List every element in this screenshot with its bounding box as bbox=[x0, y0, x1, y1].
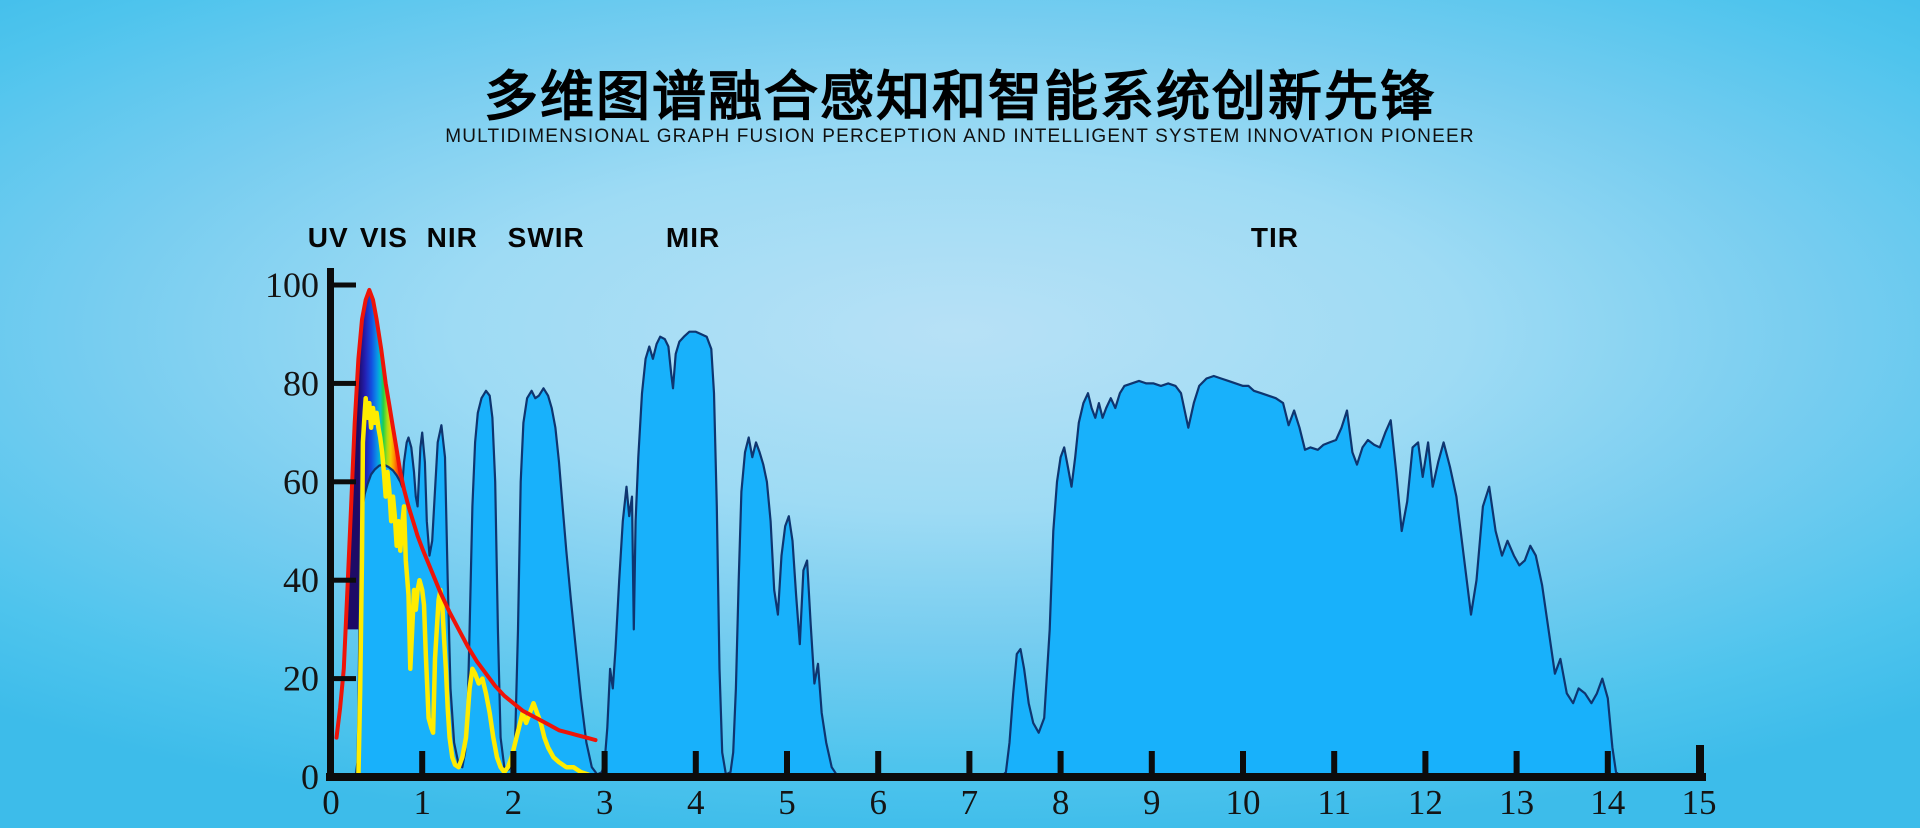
band-label-uv: UV bbox=[307, 222, 349, 253]
y-tick bbox=[334, 380, 356, 386]
x-tick-label: 1 bbox=[413, 783, 431, 822]
x-tick bbox=[1240, 751, 1246, 773]
x-tick bbox=[784, 751, 790, 773]
x-tick-label: 10 bbox=[1226, 783, 1261, 822]
x-tick bbox=[692, 751, 699, 773]
solar-spectrum-curve bbox=[356, 395, 591, 780]
band-label-vis: VIS bbox=[359, 222, 408, 253]
y-axis-line bbox=[327, 268, 334, 781]
x-tick-label: 7 bbox=[961, 783, 979, 822]
x-tick bbox=[966, 751, 973, 773]
x-tick bbox=[601, 751, 608, 773]
x-tick-label: 2 bbox=[505, 783, 523, 822]
transmission-outline bbox=[354, 330, 1699, 779]
x-tick-label: 13 bbox=[1499, 783, 1534, 822]
x-tick bbox=[1422, 751, 1429, 773]
y-tick bbox=[334, 676, 356, 682]
x-tick-label: 12 bbox=[1408, 783, 1443, 822]
y-tick-label: 0 bbox=[301, 757, 319, 797]
band-label-swir: SWIR bbox=[507, 222, 585, 253]
x-tick-label: 11 bbox=[1317, 783, 1351, 822]
x-axis-end-cap bbox=[1696, 745, 1704, 775]
x-tick bbox=[1513, 751, 1520, 773]
x-tick-label: 4 bbox=[687, 783, 705, 822]
x-tick bbox=[1331, 751, 1338, 773]
band-label-mir: MIR bbox=[665, 222, 721, 253]
x-tick-label: 9 bbox=[1143, 783, 1161, 822]
visible-spectrum-gradient bbox=[346, 289, 403, 630]
x-tick-label: 6 bbox=[869, 783, 887, 822]
y-tick-label: 100 bbox=[265, 265, 319, 305]
axes bbox=[326, 268, 1706, 781]
x-tick bbox=[1604, 751, 1611, 773]
transmission-area bbox=[355, 331, 1700, 777]
x-tick-label: 3 bbox=[596, 783, 614, 822]
x-tick-label: 8 bbox=[1052, 783, 1070, 822]
x-tick bbox=[419, 751, 426, 773]
x-tick-label: 14 bbox=[1590, 783, 1625, 822]
x-tick bbox=[1057, 751, 1064, 773]
y-tick-label: 20 bbox=[283, 659, 319, 699]
x-axis-line bbox=[326, 773, 1706, 781]
y-tick-label: 60 bbox=[283, 462, 319, 502]
band-label-tir: TIR bbox=[1250, 222, 1299, 253]
page-title: 多维图谱融合感知和智能系统创新先锋 bbox=[484, 67, 1436, 127]
x-tick-label: 15 bbox=[1682, 783, 1717, 822]
blackbody-curve bbox=[334, 287, 598, 743]
x-tick bbox=[875, 751, 882, 773]
page-subtitle: MULTIDIMENSIONAL GRAPH FUSION PERCEPTION… bbox=[445, 126, 1475, 147]
x-tick-label: 5 bbox=[778, 783, 796, 822]
x-tick-label: 0 bbox=[322, 783, 340, 822]
y-tick bbox=[334, 479, 356, 485]
x-tick bbox=[510, 751, 517, 773]
y-tick bbox=[334, 577, 356, 583]
y-tick-label: 40 bbox=[283, 560, 319, 600]
x-tick bbox=[1148, 751, 1155, 773]
y-tick bbox=[334, 282, 356, 288]
band-label-nir: NIR bbox=[426, 222, 478, 253]
y-tick-label: 80 bbox=[283, 363, 319, 403]
